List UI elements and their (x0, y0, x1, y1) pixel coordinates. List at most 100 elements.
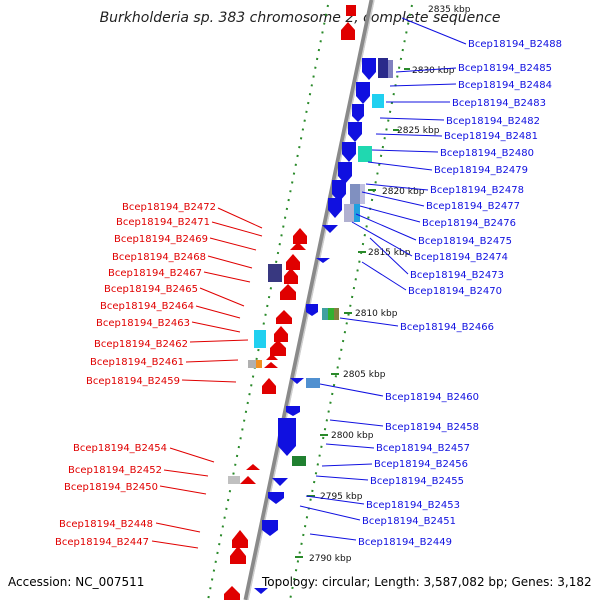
scale-label: 2830 kbp (412, 66, 455, 76)
gene-label[interactable]: Bcep18194_B2481 (444, 131, 538, 142)
scale-label: 2790 kbp (309, 554, 352, 564)
gene-block (372, 94, 384, 108)
gene-label[interactable]: Bcep18194_B2464 (100, 301, 194, 312)
gene-block (334, 308, 339, 320)
scale-label: 2795 kbp (320, 492, 363, 502)
gene-arrow (316, 258, 330, 263)
gene-label[interactable]: Bcep18194_B2470 (408, 286, 502, 297)
gene-label[interactable]: Bcep18194_B2447 (55, 537, 149, 548)
gene-label[interactable]: Bcep18194_B2460 (385, 392, 479, 403)
gene-label[interactable]: Bcep18194_B2483 (452, 98, 546, 109)
scale-label: 2800 kbp (331, 431, 374, 441)
gene-arrow (262, 378, 276, 394)
gene-arrow (356, 82, 370, 104)
gene-arrow (230, 546, 246, 564)
scale-label: 2815 kbp (368, 248, 411, 258)
gene-label[interactable]: Bcep18194_B2476 (422, 218, 516, 229)
gene-arrow (266, 354, 278, 360)
gene-label[interactable]: Bcep18194_B2484 (458, 80, 552, 91)
gene-arrow (338, 162, 352, 184)
gene-block (268, 264, 282, 282)
gene-block (248, 360, 256, 368)
gene-arrow (280, 284, 296, 300)
forward-strand-genes (224, 5, 356, 600)
gene-label[interactable]: Bcep18194_B2472 (122, 202, 216, 213)
gene-label[interactable]: Bcep18194_B2457 (376, 443, 470, 454)
gene-label[interactable]: Bcep18194_B2482 (446, 116, 540, 127)
gene-block (292, 456, 306, 466)
forward-track-line (207, 4, 329, 600)
gene-label[interactable]: Bcep18194_B2466 (400, 322, 494, 333)
gene-label[interactable]: Bcep18194_B2471 (116, 217, 210, 228)
gene-label[interactable]: Bcep18194_B2480 (440, 148, 534, 159)
gene-block (360, 184, 365, 204)
gene-block (354, 204, 360, 222)
gene-arrow (348, 122, 362, 142)
gene-arrow (246, 464, 260, 470)
gene-block (306, 378, 320, 388)
gene-label[interactable]: Bcep18194_B2477 (426, 201, 520, 212)
gene-arrow (224, 586, 240, 600)
gene-arrow (290, 242, 306, 250)
gene-label[interactable]: Bcep18194_B2448 (59, 519, 153, 530)
gene-label[interactable]: Bcep18194_B2455 (370, 476, 464, 487)
gene-arrow (254, 588, 268, 594)
gene-label[interactable]: Bcep18194_B2478 (430, 185, 524, 196)
gene-label[interactable]: Bcep18194_B2453 (366, 500, 460, 511)
backbone-highlight (247, 0, 375, 600)
gene-label[interactable]: Bcep18194_B2459 (86, 376, 180, 387)
gene-label[interactable]: Bcep18194_B2458 (385, 422, 479, 433)
gene-arrow (362, 58, 376, 80)
gene-block (228, 476, 240, 484)
gene-label[interactable]: Bcep18194_B2473 (410, 270, 504, 281)
gene-label[interactable]: Bcep18194_B2463 (96, 318, 190, 329)
right-labels: Bcep18194_B2488 Bcep18194_B2485 Bcep1819… (299, 17, 562, 548)
gene-label[interactable]: Bcep18194_B2450 (64, 482, 158, 493)
gene-arrow (352, 104, 364, 122)
gene-arrow (322, 225, 338, 233)
gene-arrow (290, 378, 304, 384)
gene-label[interactable]: Bcep18194_B2454 (73, 443, 167, 454)
gene-arrow (274, 326, 288, 342)
gene-label[interactable]: Bcep18194_B2474 (414, 252, 508, 263)
gene-block (344, 204, 354, 222)
gene-label[interactable]: Bcep18194_B2468 (112, 252, 206, 263)
gene-label[interactable]: Bcep18194_B2449 (358, 537, 452, 548)
gene-arrow (262, 520, 278, 536)
gene-arrow (328, 198, 342, 218)
gene-label[interactable]: Bcep18194_B2488 (468, 39, 562, 50)
gene-label[interactable]: Bcep18194_B2467 (108, 268, 202, 279)
gene-label[interactable]: Bcep18194_B2462 (94, 339, 188, 350)
gene-label[interactable]: Bcep18194_B2461 (90, 357, 184, 368)
accession-label: Accession: NC_007511 (8, 575, 144, 589)
gene-arrow (276, 310, 292, 324)
gene-arrow (268, 492, 284, 504)
gene-arrow (286, 406, 300, 416)
topology-label: Topology: circular; Length: 3,587,082 bp… (261, 575, 592, 589)
gene-label[interactable]: Bcep18194_B2465 (104, 284, 198, 295)
gene-label[interactable]: Bcep18194_B2479 (434, 165, 528, 176)
gene-label[interactable]: Bcep18194_B2456 (374, 459, 468, 470)
gene-arrow (272, 478, 288, 486)
gene-arrow (232, 530, 248, 548)
gene-label[interactable]: Bcep18194_B2452 (68, 465, 162, 476)
gene-label[interactable]: Bcep18194_B2451 (362, 516, 456, 527)
gene-block (322, 308, 328, 320)
gene-label[interactable]: Bcep18194_B2469 (114, 234, 208, 245)
gene-arrow (264, 362, 278, 368)
gene-label[interactable]: Bcep18194_B2475 (418, 236, 512, 247)
scale-ticks (295, 68, 410, 558)
gene-block (388, 60, 393, 78)
reverse-strand-genes (254, 58, 393, 594)
left-labels: Bcep18194_B2472 Bcep18194_B2471 Bcep1819… (55, 202, 263, 549)
map-title: Burkholderia sp. 383 chromosome 2, compl… (100, 10, 501, 26)
gene-label[interactable]: Bcep18194_B2485 (458, 63, 552, 74)
gene-arrow (306, 304, 318, 316)
gene-arrow (341, 22, 355, 40)
gene-arrow (270, 340, 286, 356)
scale-label: 2810 kbp (355, 309, 398, 319)
gene-arrow (346, 5, 356, 16)
gene-block (256, 360, 262, 368)
scale-label: 2820 kbp (382, 187, 425, 197)
gene-arrow (286, 254, 300, 270)
